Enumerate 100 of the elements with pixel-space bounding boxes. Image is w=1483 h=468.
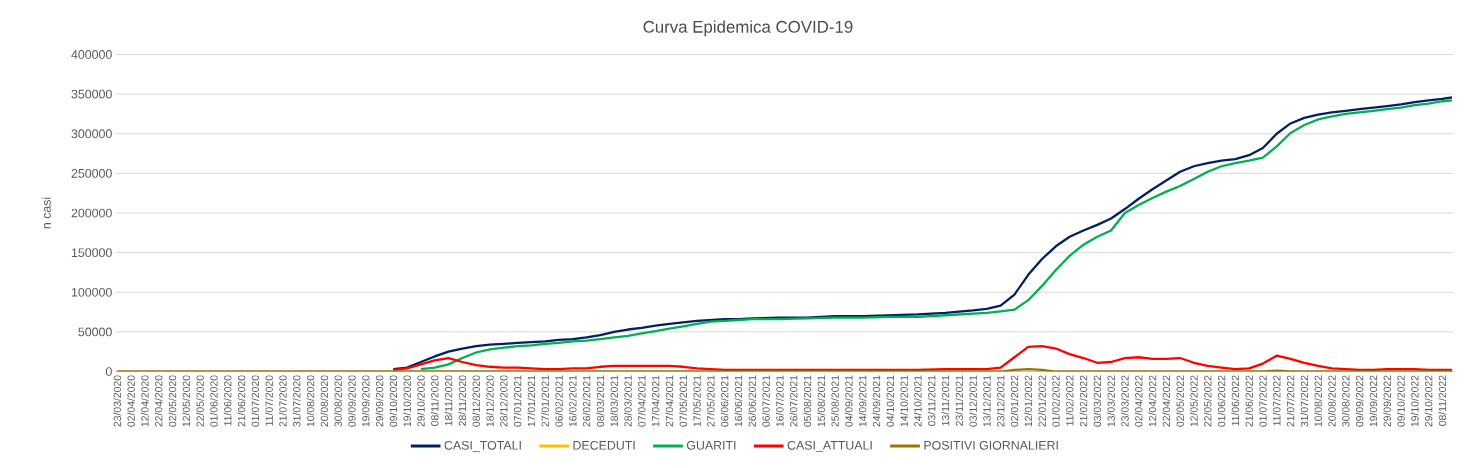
x-tick-label: 02/04/2022 bbox=[1134, 375, 1143, 427]
x-tick-label: 16/07/2021 bbox=[775, 375, 784, 427]
x-tick-label: 08/12/2020 bbox=[472, 375, 480, 427]
y-tick-label: 100000 bbox=[71, 288, 112, 297]
x-tick-label: 22/04/2020 bbox=[154, 375, 163, 427]
x-tick-label: 02/05/2020 bbox=[168, 375, 177, 427]
x-tick-label: 13/03/2022 bbox=[1107, 375, 1115, 427]
x-tick-label: 06/02/2021 bbox=[555, 375, 563, 427]
y-tick-label: 50000 bbox=[78, 327, 112, 337]
x-tick-label: 22/01/2022 bbox=[1038, 375, 1046, 427]
y-tick-label: 400000 bbox=[71, 50, 112, 60]
x-tick-label: 27/01/2021 bbox=[541, 375, 549, 427]
x-tick-label: 12/04/2020 bbox=[141, 375, 149, 427]
x-tick-label: 14/10/2021 bbox=[900, 375, 908, 427]
x-tick-label: 26/06/2021 bbox=[748, 375, 756, 427]
x-tick-label: 23/03/2020 bbox=[113, 375, 122, 427]
x-tick-label: 30/08/2022 bbox=[1341, 375, 1350, 427]
x-tick-label: 31/07/2022 bbox=[1300, 375, 1309, 427]
x-tick-label: 02/01/2022 bbox=[1010, 375, 1019, 427]
x-tick-label: 21/06/2020 bbox=[237, 375, 246, 427]
x-tick-label: 27/05/2021 bbox=[706, 375, 715, 427]
x-tick-label: 13/11/2021 bbox=[941, 375, 950, 426]
x-tick-label: 23/11/2021 bbox=[955, 375, 964, 426]
y-tick-label: 300000 bbox=[71, 129, 112, 139]
y-axis-title: n casi bbox=[41, 197, 51, 229]
x-tick-label: 20/08/2022 bbox=[1328, 375, 1336, 427]
x-tick-label: 03/12/2021 bbox=[969, 375, 977, 427]
x-tick-label: 17/05/2021 bbox=[693, 375, 701, 427]
y-tick-label: 250000 bbox=[71, 169, 112, 178]
x-tick-label: 02/04/2020 bbox=[127, 375, 135, 427]
x-tick-label: 08/11/2020 bbox=[430, 375, 439, 427]
x-tick-label: 21/07/2022 bbox=[1286, 375, 1295, 427]
legend-label: POSITIVI GIORNALIERI bbox=[924, 441, 1058, 450]
x-tick-label: 31/07/2020 bbox=[292, 375, 301, 427]
x-tick-label: 23/12/2021 bbox=[996, 375, 1005, 427]
x-tick-label: 21/02/2022 bbox=[1079, 375, 1088, 427]
x-tick-label: 02/05/2022 bbox=[1176, 375, 1184, 427]
x-tick-label: 15/08/2021 bbox=[817, 375, 826, 427]
x-tick-label: 04/10/2021 bbox=[886, 375, 895, 427]
x-tick-label: 07/01/2021 bbox=[513, 375, 522, 427]
x-tick-label: 17/01/2021 bbox=[527, 375, 536, 427]
y-tick-label: 0 bbox=[105, 367, 112, 377]
x-tick-label: 28/12/2020 bbox=[499, 375, 508, 427]
x-tick-label: 24/10/2021 bbox=[913, 375, 922, 427]
x-tick-label: 19/10/2020 bbox=[403, 375, 411, 427]
x-tick-label: 12/05/2020 bbox=[182, 375, 191, 427]
x-tick-label: 21/07/2020 bbox=[279, 375, 287, 427]
x-tick-label: 07/05/2021 bbox=[679, 375, 687, 427]
y-tick-label: 350000 bbox=[71, 89, 112, 99]
x-tick-label: 11/06/2020 bbox=[223, 375, 232, 426]
x-tick-label: 11/07/2022 bbox=[1272, 375, 1281, 426]
x-tick-label: 08/11/2022 bbox=[1438, 375, 1447, 427]
x-tick-label: 21/06/2022 bbox=[1245, 375, 1253, 427]
x-tick-label: 05/08/2021 bbox=[803, 375, 812, 427]
x-tick-label: 20/08/2020 bbox=[320, 375, 329, 427]
x-tick-label: 12/04/2022 bbox=[1148, 375, 1157, 427]
x-tick-label: 01/07/2022 bbox=[1259, 375, 1267, 427]
x-tick-label: 11/07/2020 bbox=[265, 375, 273, 426]
x-tick-label: 06/07/2021 bbox=[762, 375, 770, 427]
x-tick-label: 22/04/2022 bbox=[1162, 375, 1171, 427]
x-tick-label: 28/03/2021 bbox=[624, 375, 632, 427]
legend-label: GUARITI bbox=[686, 441, 736, 450]
x-tick-label: 19/09/2020 bbox=[361, 375, 370, 427]
x-tick-label: 10/08/2020 bbox=[306, 375, 315, 427]
x-tick-label: 01/06/2022 bbox=[1217, 375, 1226, 427]
x-tick-label: 04/09/2021 bbox=[844, 375, 853, 427]
x-tick-label: 09/10/2022 bbox=[1397, 375, 1405, 427]
x-tick-label: 29/09/2022 bbox=[1383, 375, 1391, 427]
x-tick-label: 28/11/2020 bbox=[458, 375, 467, 426]
x-tick-label: 06/06/2021 bbox=[720, 375, 729, 427]
legend-label: CASI_TOTALI bbox=[444, 441, 521, 453]
x-tick-label: 24/09/2021 bbox=[872, 375, 881, 427]
x-tick-label: 29/10/2020 bbox=[417, 375, 425, 427]
x-tick-label: 17/04/2021 bbox=[651, 375, 660, 427]
x-tick-label: 01/06/2020 bbox=[210, 375, 218, 427]
x-tick-label: 11/06/2022 bbox=[1231, 375, 1240, 426]
x-tick-label: 22/05/2020 bbox=[196, 375, 204, 427]
x-tick-label: 07/04/2021 bbox=[637, 375, 646, 427]
x-tick-label: 26/07/2021 bbox=[789, 375, 798, 427]
x-tick-label: 09/09/2022 bbox=[1355, 375, 1364, 427]
x-tick-label: 10/08/2022 bbox=[1314, 375, 1322, 427]
x-tick-label: 11/02/2022 bbox=[1065, 375, 1074, 426]
x-tick-label: 01/07/2020 bbox=[251, 375, 260, 427]
x-tick-label: 22/05/2022 bbox=[1203, 375, 1212, 427]
x-tick-label: 16/06/2021 bbox=[734, 375, 743, 427]
x-tick-label: 16/02/2021 bbox=[568, 375, 577, 427]
x-tick-label: 29/09/2020 bbox=[375, 375, 384, 427]
x-tick-label: 27/04/2021 bbox=[665, 375, 674, 427]
x-tick-label: 09/10/2020 bbox=[389, 375, 398, 427]
x-tick-label: 25/08/2021 bbox=[831, 375, 839, 427]
x-tick-label: 18/03/2021 bbox=[610, 375, 618, 427]
x-tick-label: 19/09/2022 bbox=[1369, 375, 1378, 427]
x-tick-label: 01/02/2022 bbox=[1052, 375, 1060, 427]
x-tick-label: 13/12/2021 bbox=[983, 375, 991, 427]
x-tick-label: 14/09/2021 bbox=[858, 375, 867, 427]
x-tick-label: 30/08/2020 bbox=[334, 375, 342, 427]
legend-label: CASI_ATTUALI bbox=[787, 441, 872, 453]
x-tick-label: 03/11/2021 bbox=[927, 375, 936, 427]
chart-title: Curva Epidemica COVID-19 bbox=[643, 20, 853, 37]
x-tick-label: 09/09/2020 bbox=[348, 375, 356, 427]
